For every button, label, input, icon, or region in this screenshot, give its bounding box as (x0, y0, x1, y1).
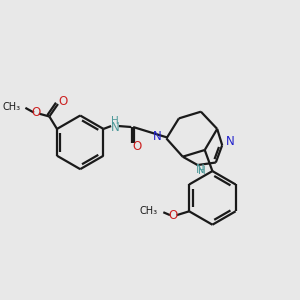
Text: CH₃: CH₃ (2, 102, 21, 112)
Text: O: O (58, 94, 68, 108)
Text: H: H (199, 166, 206, 176)
Text: CH₃: CH₃ (140, 206, 158, 216)
Text: O: O (31, 106, 40, 119)
Text: N: N (226, 135, 235, 148)
Text: O: O (132, 140, 142, 153)
Text: N: N (111, 121, 119, 134)
Text: N: N (196, 164, 204, 176)
Text: H: H (111, 116, 119, 126)
Text: N: N (153, 130, 162, 143)
Text: O: O (168, 208, 178, 222)
